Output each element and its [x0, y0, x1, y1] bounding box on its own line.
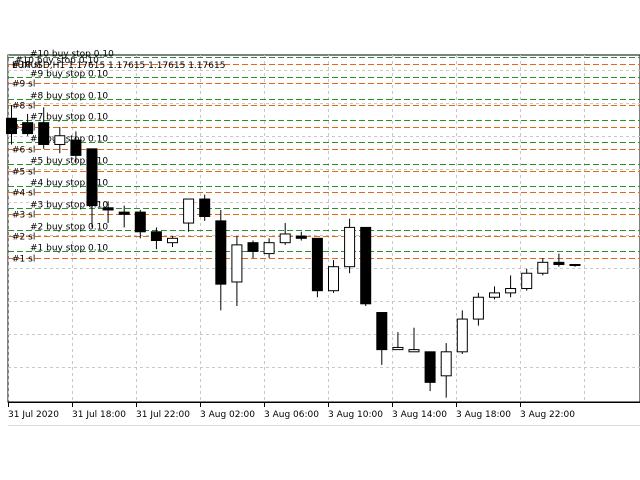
- x-axis-label: 3 Aug 14:00: [392, 410, 447, 420]
- x-axis-label: 3 Aug 18:00: [456, 410, 511, 420]
- bear-candle[interactable]: [86, 148, 98, 207]
- x-axis-label: 3 Aug 02:00: [200, 410, 255, 420]
- bull-candle[interactable]: [489, 292, 500, 298]
- buy-stop-label: #10 buy stop 0.10: [30, 50, 114, 60]
- bear-candle[interactable]: [360, 226, 372, 305]
- buy-stop-label: #4 buy stop 0.10: [30, 179, 108, 189]
- bull-candle[interactable]: [456, 318, 468, 353]
- buy-stop-label: #3 buy stop 0.10: [30, 201, 108, 211]
- bear-candle[interactable]: [376, 312, 388, 351]
- bear-candle[interactable]: [70, 139, 82, 156]
- bear-candle[interactable]: [424, 351, 436, 383]
- bull-candle[interactable]: [505, 288, 517, 294]
- bear-candle[interactable]: [311, 237, 323, 292]
- bull-candle[interactable]: [263, 242, 275, 255]
- buy-stop-label: #5 buy stop 0.10: [30, 157, 108, 167]
- bear-candle[interactable]: [199, 198, 211, 217]
- bear-candle[interactable]: [295, 235, 307, 239]
- bear-candle[interactable]: [215, 220, 227, 285]
- stop-loss-label: #4 sl: [12, 189, 35, 199]
- bear-candle[interactable]: [102, 207, 114, 211]
- bull-candle[interactable]: [279, 233, 291, 244]
- x-axis-label: 3 Aug 22:00: [520, 410, 575, 420]
- bear-candle[interactable]: [150, 231, 162, 242]
- stop-loss-label: #2 sl: [12, 233, 35, 243]
- bull-candle[interactable]: [167, 237, 178, 244]
- order-label-top: #10 buy stop 0.10: [15, 56, 99, 66]
- stop-loss-label: #6 sl: [12, 146, 35, 156]
- stop-loss-label: #1 sl: [12, 255, 35, 265]
- bull-candle[interactable]: [440, 351, 452, 377]
- bear-candle[interactable]: [553, 261, 565, 266]
- bull-candle[interactable]: [521, 272, 533, 290]
- buy-stop-label: #7 buy stop 0.10: [30, 113, 108, 123]
- bull-candle[interactable]: [569, 264, 581, 267]
- bull-candle[interactable]: [231, 244, 243, 283]
- buy-stop-label: #9 buy stop 0.10: [30, 70, 108, 80]
- buy-stop-label: #1 buy stop 0.10: [30, 244, 108, 254]
- stop-loss-label: #9 sl: [12, 80, 35, 90]
- bull-candle[interactable]: [344, 226, 356, 268]
- x-axis-label: 3 Aug 06:00: [264, 410, 319, 420]
- stop-loss-label: #10 sl: [12, 61, 41, 71]
- buy-stop-label: #2 buy stop 0.10: [30, 223, 108, 233]
- bull-candle[interactable]: [183, 198, 195, 224]
- x-axis-label: 3 Aug 10:00: [328, 410, 383, 420]
- x-axis-label: 31 Jul 22:00: [136, 410, 190, 420]
- bear-candle[interactable]: [247, 242, 259, 252]
- bear-candle[interactable]: [6, 117, 17, 135]
- bear-candle[interactable]: [118, 211, 130, 215]
- bear-candle[interactable]: [134, 211, 146, 233]
- x-axis-label: 31 Jul 2020: [8, 410, 59, 420]
- stop-loss-label: #3 sl: [12, 211, 35, 221]
- bull-candle[interactable]: [328, 266, 339, 292]
- x-axis-label: 31 Jul 18:00: [72, 410, 126, 420]
- stop-loss-label: #5 sl: [12, 168, 35, 178]
- bull-candle[interactable]: [537, 261, 549, 274]
- bull-candle[interactable]: [54, 135, 66, 145]
- bear-candle[interactable]: [22, 122, 34, 135]
- bull-candle[interactable]: [408, 349, 420, 353]
- buy-stop-label: #6 buy stop 0.10: [30, 135, 108, 145]
- stop-loss-label: #8 sl: [12, 102, 35, 112]
- buy-stop-label: #8 buy stop 0.10: [30, 92, 108, 102]
- symbol-info: EURUSD,H1 1.17615 1.17615 1.17615 1.1761…: [12, 61, 225, 71]
- bear-candle[interactable]: [38, 122, 50, 145]
- bull-candle[interactable]: [392, 346, 404, 351]
- bull-candle[interactable]: [472, 296, 484, 320]
- chart-frame: [7, 54, 640, 403]
